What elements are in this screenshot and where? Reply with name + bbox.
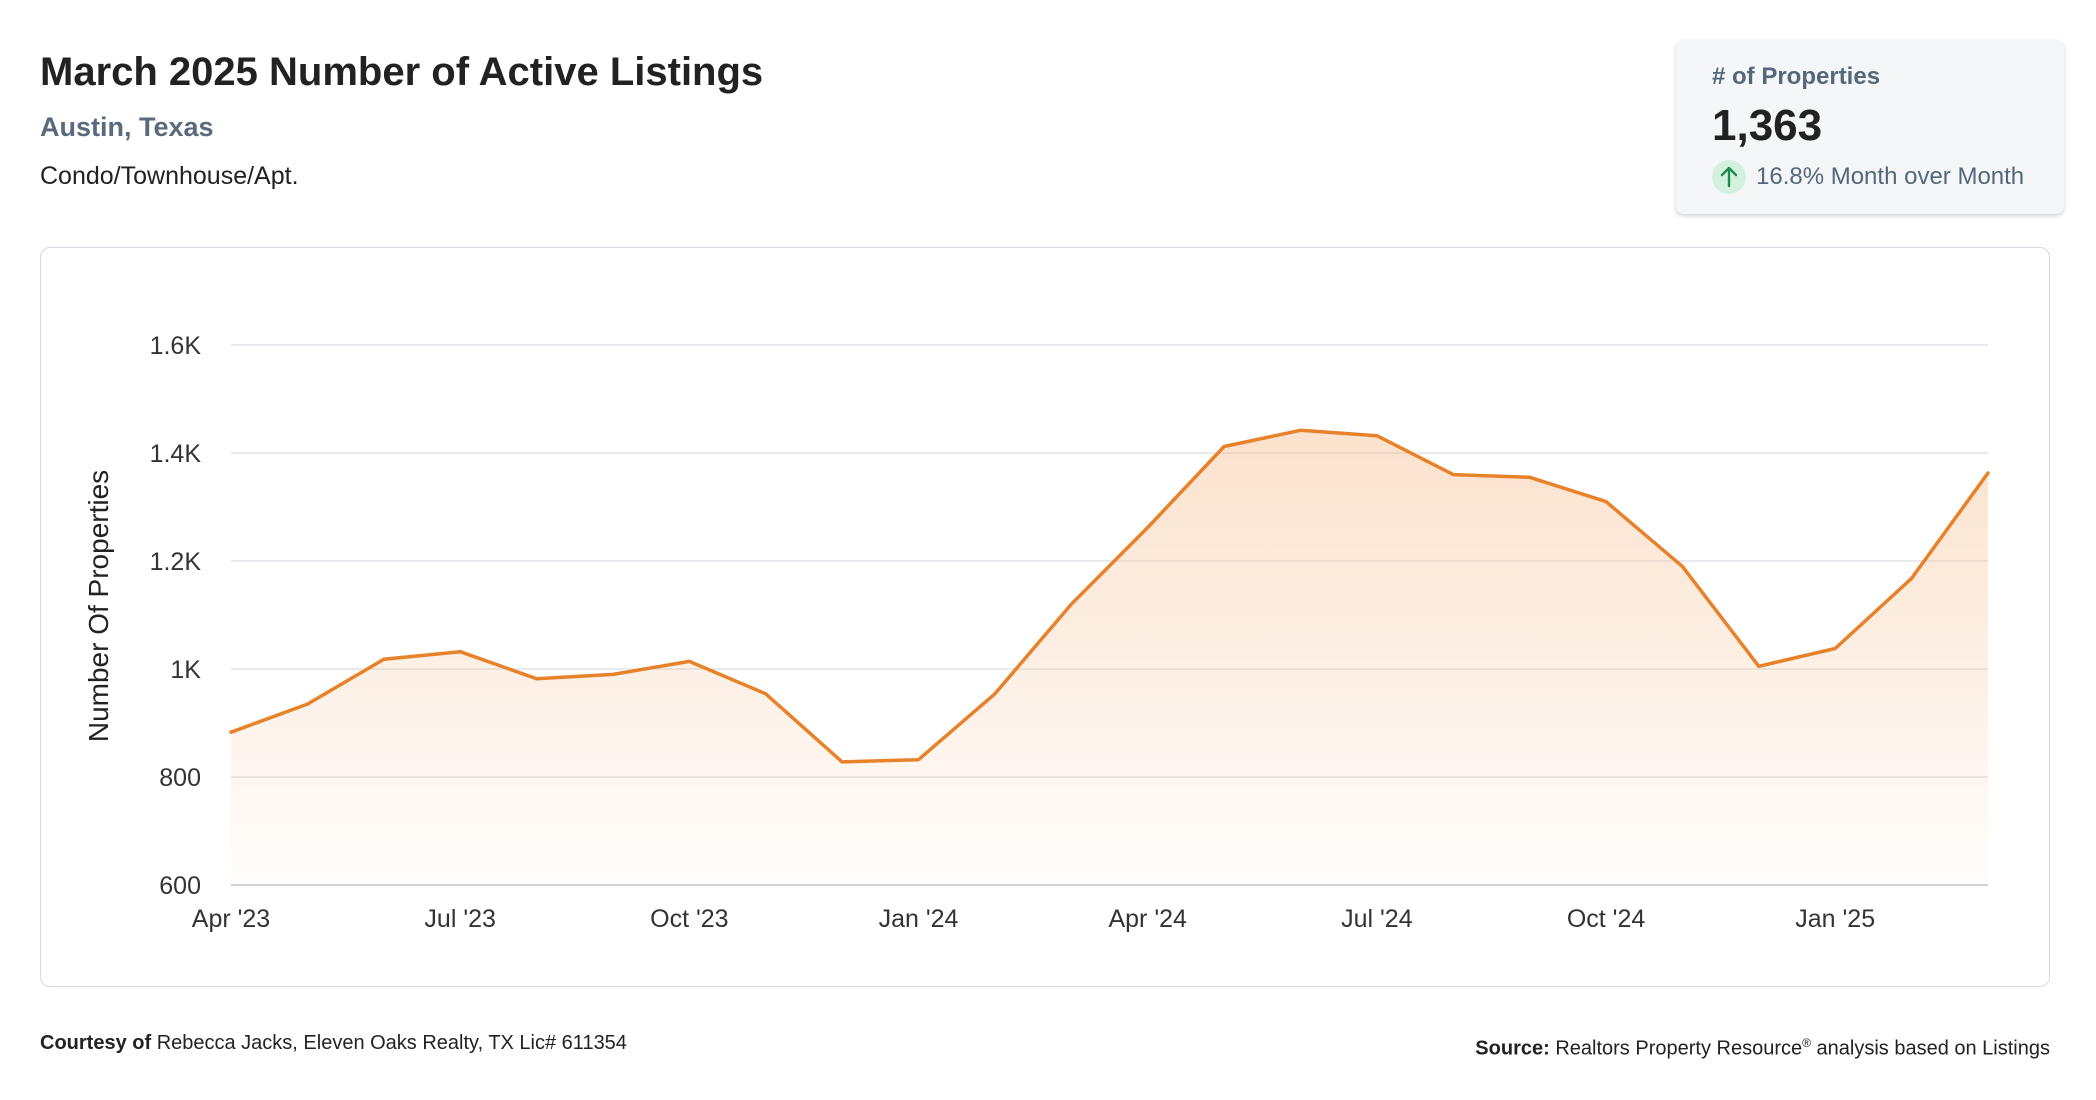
data-point[interactable]: Nov '24: 1190 [1674, 558, 1690, 574]
y-tick-label: 1.6K [150, 332, 202, 360]
line-chart: Apr '23: 883 May '23: 935 Jun '23: 1018 Jul… [83, 332, 1996, 933]
kpi-label: # of Properties [1712, 63, 1881, 90]
data-point[interactable]: Apr '24: 1262 [1140, 520, 1156, 536]
data-point[interactable]: Sep '23: 990 [605, 666, 621, 682]
y-tick-label: 800 [159, 764, 201, 792]
property-type-label: Condo/Townhouse/Apt. [40, 162, 299, 190]
data-point[interactable]: Jun '24: 1442 [1292, 422, 1308, 438]
x-tick-label: Jan '24 [879, 905, 959, 933]
data-point[interactable]: Oct '24: 1310 [1598, 494, 1614, 510]
data-point[interactable]: Oct '23: 1014 [681, 653, 697, 669]
arrow-up-icon [1712, 160, 1746, 194]
kpi-value: 1,363 [1712, 101, 1823, 150]
series-line-path [229, 428, 1990, 764]
y-tick-label: 600 [159, 872, 201, 900]
data-point[interactable]: Mar '25: 1363 [1980, 465, 1996, 481]
x-axis-ticks: Apr '23 Jul '23 Oct '23 Jan '24 Apr '24 Jul '… [192, 905, 1875, 933]
data-point[interactable]: Dec '24: 1005 [1751, 658, 1767, 674]
data-point[interactable]: Jan '25: 1038 [1827, 640, 1843, 656]
data-point[interactable]: Apr '23: 883 [223, 724, 239, 740]
data-point[interactable]: Mar '24: 1120 [1063, 596, 1079, 612]
kpi-change: 16.8% Month over Month [1712, 160, 2028, 194]
x-tick-label: Oct '24 [1567, 905, 1646, 933]
data-point[interactable]: Jul '23: 1032 [452, 644, 468, 660]
data-point[interactable]: Feb '24: 954 [987, 686, 1003, 702]
data-point[interactable]: May '24: 1412 [1216, 439, 1232, 455]
source-text: Realtors Property Resource [1555, 1037, 1803, 1060]
courtesy-label: Courtesy of [40, 1032, 152, 1054]
location-subtitle: Austin, Texas [40, 112, 214, 142]
y-tick-label: 1.4K [150, 440, 202, 468]
y-tick-label: 1.2K [150, 548, 202, 576]
y-axis-ticks: 600 800 1K 1.2K 1.4K 1.6K [150, 332, 202, 900]
area-fill [231, 430, 1988, 885]
x-tick-label: Oct '23 [650, 905, 728, 933]
header: March 2025 Number of Active Listings Aus… [40, 44, 1540, 192]
data-point[interactable]: Dec '23: 828 [834, 754, 850, 770]
data-point[interactable]: Nov '23: 954 [758, 686, 774, 702]
kpi-card: # of Properties 1,363 16.8% Month over M… [1676, 40, 2064, 214]
chart-card: Apr '23: 883 May '23: 935 Jun '23: 1018 Jul… [40, 247, 2050, 987]
kpi-change-text: 16.8% Month over Month [1756, 163, 2025, 190]
data-point[interactable]: May '23: 935 [299, 696, 315, 712]
data-point[interactable]: Jul '24: 1432 [1369, 428, 1385, 444]
x-tick-label: Apr '24 [1108, 905, 1187, 933]
footer-courtesy: Courtesy of Rebecca Jacks, Eleven Oaks R… [40, 1030, 627, 1056]
data-point[interactable]: Sep '24: 1355 [1522, 469, 1538, 485]
page-title: March 2025 Number of Active Listings [40, 50, 764, 94]
area-path [231, 430, 1988, 885]
data-point[interactable]: Feb '25: 1168 [1904, 570, 1920, 586]
x-tick-label: Apr '23 [192, 905, 270, 933]
series-line: Apr '23: 883 May '23: 935 Jun '23: 1018 Jul… [223, 422, 1996, 770]
registered-mark: ® [1802, 1036, 1811, 1050]
x-tick-label: Jul '24 [1341, 905, 1413, 933]
source-text-suffix: analysis based on Listings [1810, 1037, 2051, 1060]
footer-source: Source: Realtors Property Resource® anal… [1475, 1030, 2050, 1062]
x-tick-label: Jan '25 [1795, 905, 1875, 933]
courtesy-text: Rebecca Jacks, Eleven Oaks Realty, TX Li… [156, 1032, 627, 1054]
data-point[interactable]: Aug '23: 982 [529, 671, 545, 687]
data-point[interactable]: Aug '24: 1360 [1445, 467, 1461, 483]
data-point[interactable]: Jan '24: 832 [911, 752, 927, 768]
source-label: Source: [1475, 1037, 1550, 1060]
x-tick-label: Jul '23 [424, 905, 495, 933]
y-axis-title: Number Of Properties [83, 470, 114, 742]
y-tick-label: 1K [170, 656, 201, 684]
data-point[interactable]: Jun '23: 1018 [376, 651, 392, 667]
